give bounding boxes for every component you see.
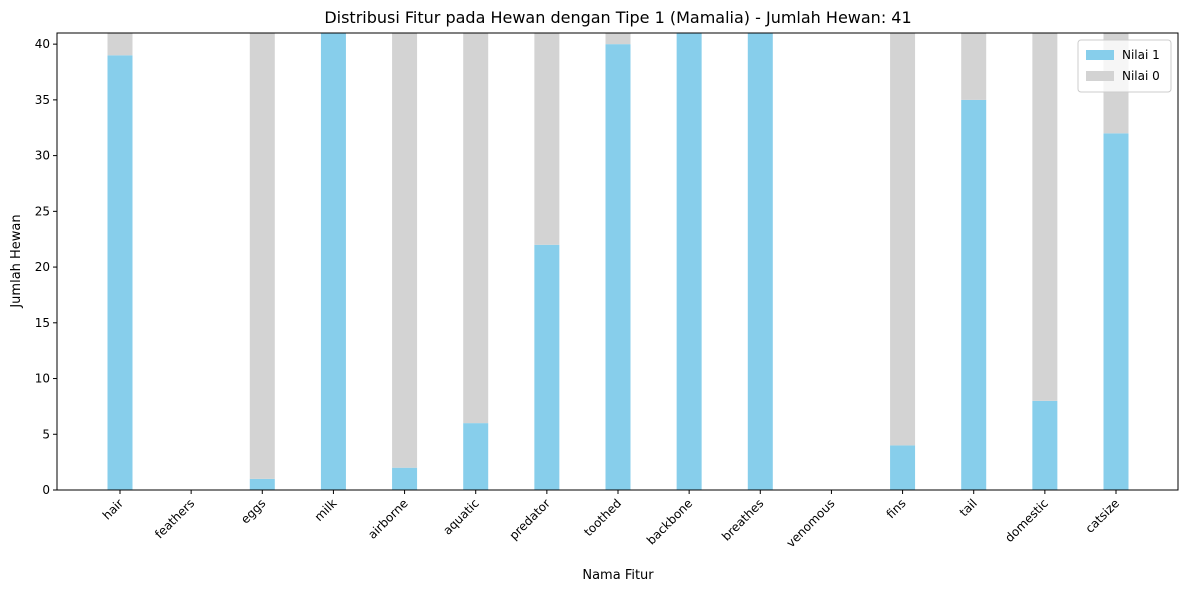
bar-nilai-1-predator	[534, 244, 560, 490]
x-axis-label: Nama Fitur	[582, 568, 654, 583]
chart-title: Distribusi Fitur pada Hewan dengan Tipe …	[324, 8, 911, 27]
y-tick-label-10: 10	[35, 372, 50, 386]
legend-swatch-nilai-0	[1086, 71, 1114, 81]
bar-nilai-1-tail	[961, 99, 987, 490]
bar-nilai-1-eggs	[249, 478, 275, 490]
bar-nilai-1-fins	[890, 445, 916, 490]
bar-nilai-0-aquatic	[463, 33, 489, 424]
legend-swatch-nilai-1	[1086, 50, 1114, 60]
x-tick-label-predator: predator	[507, 496, 553, 542]
x-tick-label-aquatic: aquatic	[440, 496, 481, 537]
x-tick-label-hair: hair	[100, 496, 126, 522]
x-tick-label-catsize: catsize	[1083, 496, 1123, 536]
y-tick-label-25: 25	[35, 204, 50, 218]
legend-label-nilai-1: Nilai 1	[1122, 48, 1160, 62]
y-tick-label-5: 5	[42, 427, 50, 441]
x-tick-label-venomous: venomous	[784, 496, 838, 550]
y-tick-label-0: 0	[42, 483, 50, 497]
bar-nilai-1-catsize	[1103, 133, 1129, 490]
legend-label-nilai-0: Nilai 0	[1122, 69, 1160, 83]
x-tick-label-airborne: airborne	[365, 496, 410, 541]
bar-nilai-0-eggs	[249, 33, 275, 479]
bar-nilai-1-breathes	[747, 33, 773, 490]
y-axis-label: Jumlah Hewan	[9, 214, 24, 308]
bar-nilai-0-hair	[107, 33, 133, 56]
bar-nilai-1-toothed	[605, 44, 631, 490]
bar-nilai-1-aquatic	[463, 423, 489, 490]
plot-area	[107, 33, 1129, 490]
y-tick-label-15: 15	[35, 316, 50, 330]
x-tick-label-eggs: eggs	[238, 496, 268, 526]
x-tick-label-tail: tail	[957, 496, 980, 519]
bar-nilai-0-tail	[961, 33, 987, 100]
y-tick-label-35: 35	[35, 93, 50, 107]
x-tick-label-fins: fins	[884, 496, 909, 521]
bar-nilai-1-hair	[107, 55, 133, 490]
y-tick-label-40: 40	[35, 37, 50, 51]
bar-nilai-1-milk	[320, 33, 346, 490]
bar-nilai-0-toothed	[605, 33, 631, 45]
bar-nilai-1-backbone	[676, 33, 702, 490]
x-tick-label-breathes: breathes	[719, 496, 766, 543]
y-tick-label-20: 20	[35, 260, 50, 274]
x-axis: hair feathers eggs milk airborne aquatic preda…	[100, 490, 1122, 550]
y-axis: 0 5 10 15 20 25 30 35 40	[35, 37, 57, 497]
x-tick-label-milk: milk	[312, 496, 340, 524]
bar-nilai-0-airborne	[392, 33, 418, 468]
bar-nilai-1-domestic	[1032, 400, 1058, 490]
y-tick-label-30: 30	[35, 149, 50, 163]
x-tick-label-feathers: feathers	[152, 496, 197, 541]
x-tick-label-backbone: backbone	[644, 496, 695, 547]
bar-nilai-0-domestic	[1032, 33, 1058, 401]
x-tick-label-domestic: domestic	[1002, 496, 1051, 545]
bar-nilai-1-airborne	[392, 467, 418, 490]
bar-nilai-0-fins	[890, 33, 916, 446]
x-tick-label-toothed: toothed	[581, 496, 624, 539]
legend: Nilai 1 Nilai 0	[1077, 39, 1172, 93]
bar-nilai-0-predator	[534, 33, 560, 245]
